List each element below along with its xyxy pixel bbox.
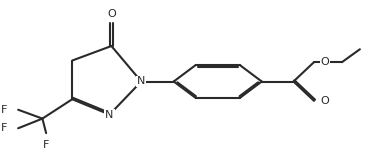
Text: N: N [105, 110, 114, 120]
Text: N: N [137, 76, 146, 87]
Text: F: F [1, 105, 7, 115]
Text: O: O [321, 96, 329, 106]
Text: O: O [107, 9, 116, 19]
Text: F: F [43, 140, 49, 150]
Text: F: F [1, 123, 7, 133]
Text: O: O [321, 57, 329, 67]
